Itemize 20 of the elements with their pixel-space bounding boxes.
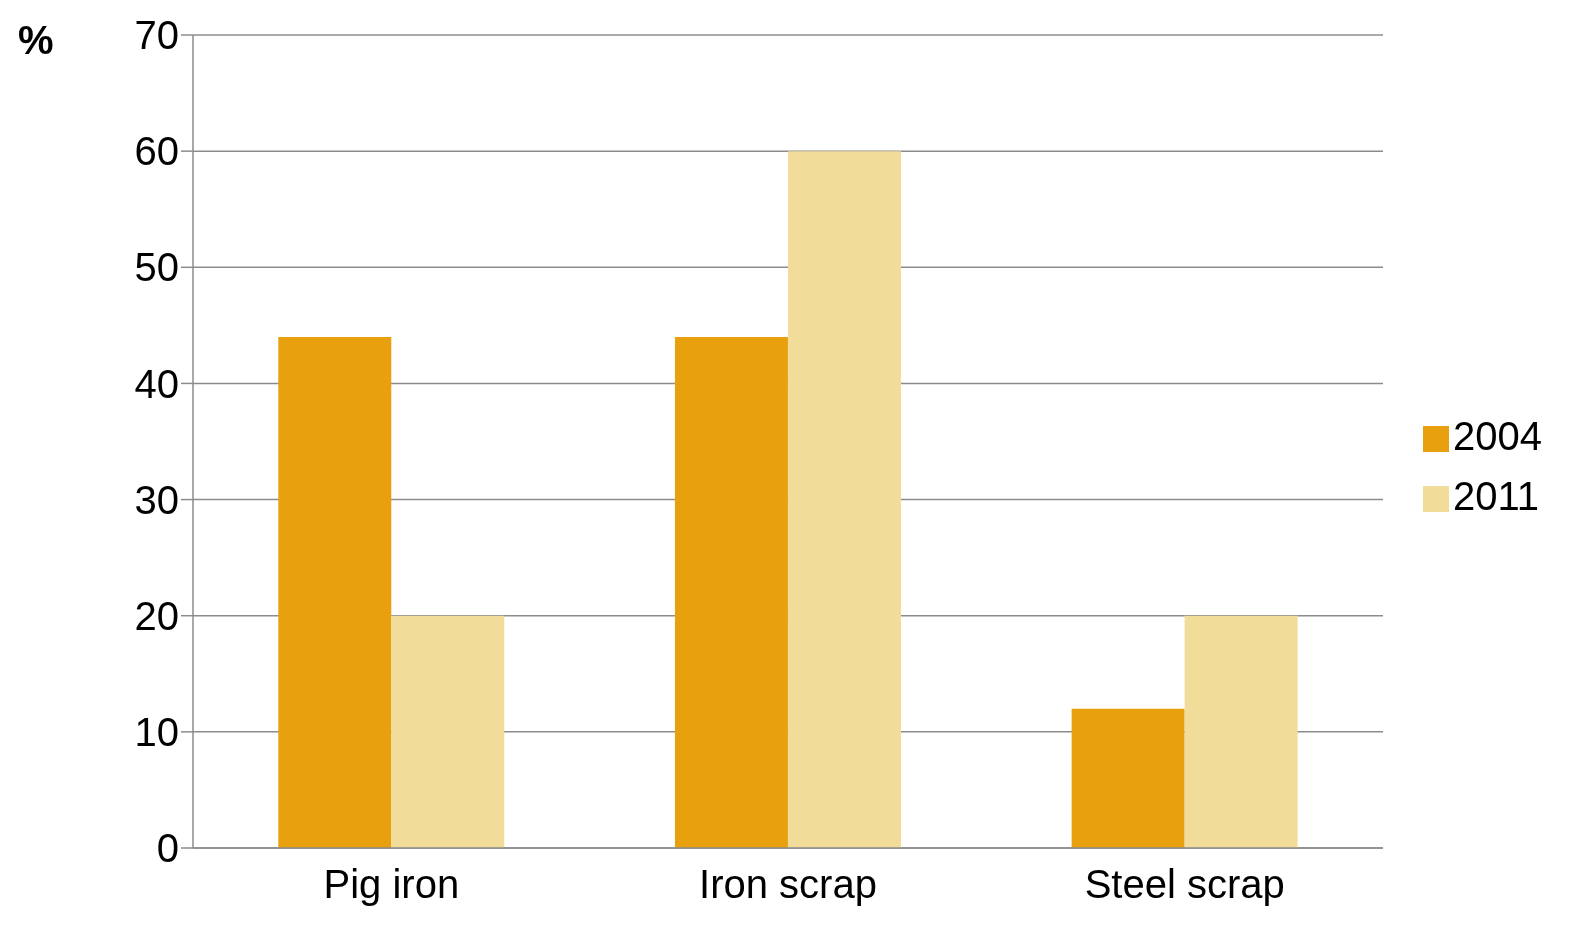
y-axis-title: % [18, 18, 54, 63]
bar [787, 151, 901, 848]
x-tick-label: Pig iron [323, 862, 460, 907]
y-tick-label: 50 [134, 245, 179, 290]
y-tick-label: 40 [134, 361, 179, 406]
y-tick-label: 30 [134, 477, 179, 522]
y-tick-label: 0 [156, 826, 179, 871]
x-tick-label: Iron scrap [699, 862, 877, 907]
y-tick-label: 10 [134, 710, 179, 755]
y-tick-label: 70 [134, 13, 179, 58]
bar [278, 336, 392, 848]
x-tick-label: Steel scrap [1084, 862, 1285, 907]
bar [674, 336, 788, 848]
legend-label: 2004 [1453, 413, 1542, 458]
legend-label: 2011 [1453, 473, 1540, 518]
bar [1071, 708, 1185, 848]
y-tick-label: 20 [134, 593, 179, 638]
bar [391, 615, 505, 848]
bar [1184, 615, 1298, 848]
y-tick-label: 60 [134, 129, 179, 174]
